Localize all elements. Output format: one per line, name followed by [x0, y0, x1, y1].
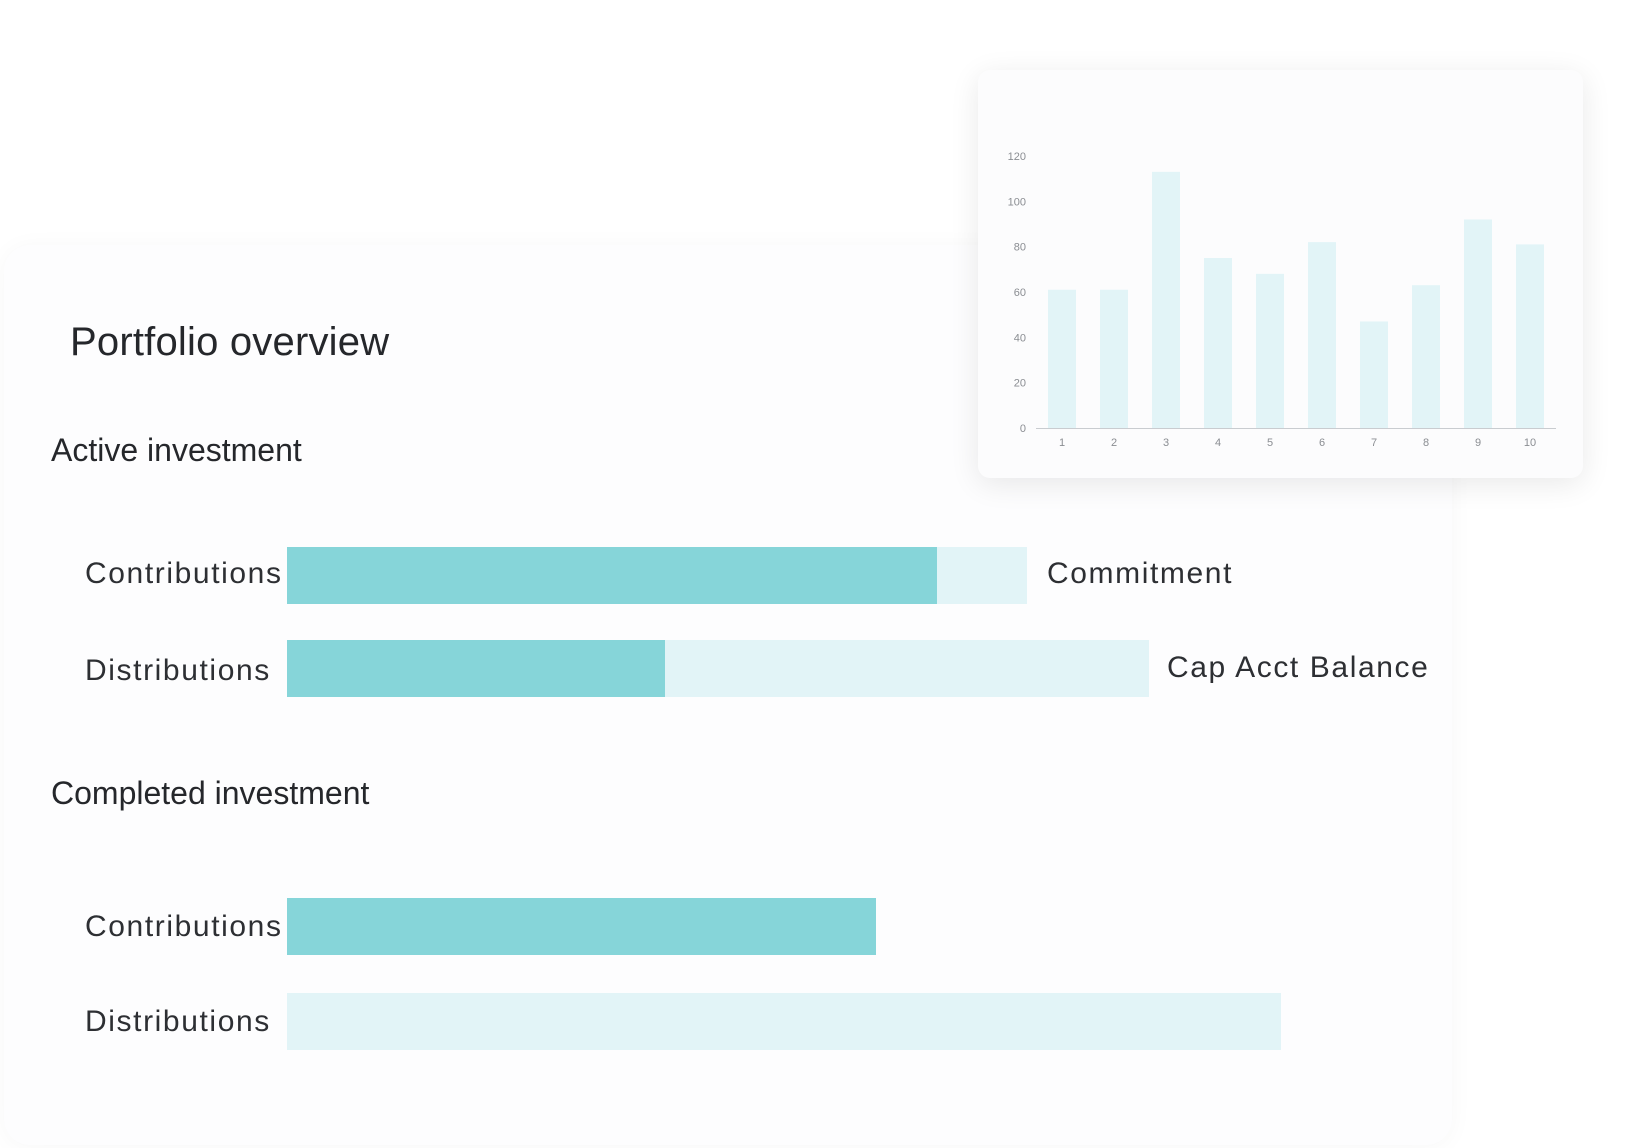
chart-bar: [1360, 321, 1388, 428]
completed-contributions-fill: [287, 898, 876, 955]
completed-contributions-bar: [287, 898, 876, 955]
chart-bar: [1152, 171, 1180, 428]
x-tick-label: 1: [1059, 437, 1065, 449]
active-distributions-label: Distributions: [85, 654, 271, 687]
y-tick-label: 60: [1014, 287, 1026, 299]
y-tick-label: 80: [1014, 242, 1026, 254]
x-tick-label: 3: [1163, 437, 1169, 449]
chart-bar: [1412, 285, 1440, 428]
x-tick-label: 5: [1267, 437, 1273, 449]
x-tick-label: 6: [1319, 437, 1325, 449]
x-tick-label: 2: [1111, 437, 1117, 449]
chart-bar: [1204, 258, 1232, 428]
chart-bar: [1516, 244, 1544, 428]
x-tick-label: 10: [1524, 437, 1536, 449]
x-tick-label: 4: [1215, 437, 1221, 449]
commitment-label: Commitment: [1047, 557, 1234, 590]
active-distributions-bar: [287, 640, 1149, 697]
chart-card: 0 20 40 60 80 100 120 1 2 3 4 5 6 7 8 9 10: [978, 70, 1583, 478]
y-tick-label: 120: [1008, 151, 1026, 163]
y-tick-label: 0: [1020, 423, 1026, 435]
page-title: Portfolio overview: [70, 320, 390, 364]
completed-distributions-bar: [287, 993, 1281, 1050]
chart-bar: [1256, 273, 1284, 428]
completed-investment-heading: Completed investment: [51, 775, 370, 811]
chart-bar: [1464, 219, 1492, 428]
active-contributions-bar: [287, 547, 1027, 604]
y-tick-label: 40: [1014, 332, 1026, 344]
active-investment-heading: Active investment: [51, 432, 302, 468]
completed-contributions-label: Contributions: [85, 910, 283, 943]
chart-bar: [1048, 289, 1076, 428]
chart-bar: [1308, 242, 1336, 428]
active-contributions-fill: [287, 547, 937, 604]
chart-bar: [1100, 289, 1128, 428]
completed-distributions-label: Distributions: [85, 1005, 271, 1038]
active-contributions-label: Contributions: [85, 557, 283, 590]
x-tick-label: 9: [1475, 437, 1481, 449]
x-tick-label: 8: [1423, 437, 1429, 449]
cap-acct-balance-label: Cap Acct Balance: [1167, 651, 1430, 684]
active-distributions-fill: [287, 640, 665, 697]
y-tick-label: 20: [1014, 378, 1026, 390]
x-tick-label: 7: [1371, 437, 1377, 449]
bar-chart: 0 20 40 60 80 100 120 1 2 3 4 5 6 7 8 9 10: [1008, 151, 1556, 449]
y-tick-label: 100: [1008, 196, 1026, 208]
